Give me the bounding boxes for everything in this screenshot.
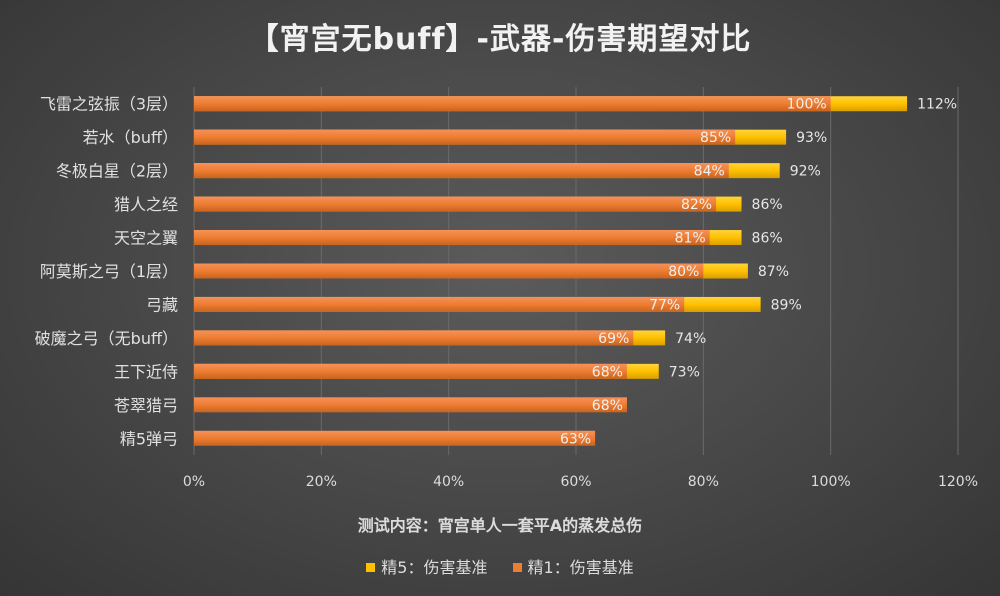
data-label-r1: 84% [694,164,725,180]
data-label-r1: 82% [681,197,712,213]
data-label-r5: 89% [771,297,802,313]
x-tick-label: 0% [183,474,205,490]
data-label-r5: 86% [752,197,783,213]
data-label-r5: 74% [675,331,706,347]
data-label-r1: 68% [592,364,623,380]
category-label: 破魔之弓（无buff） [35,329,178,348]
data-label-r1: 85% [700,130,731,146]
bar-r1 [194,430,596,446]
data-label-r5: 87% [758,264,789,280]
bar-r1 [194,296,685,312]
data-label-r5: 112% [917,97,957,113]
bar-chart: 0% 20% 40% 60% 80% 100% 120% 飞雷之弦振（3层） 100% 112% 若… [35,87,978,490]
data-label-r5: 73% [669,364,700,380]
data-label-r1: 68% [592,398,623,414]
x-tick-label: 80% [688,474,719,490]
category-label: 飞雷之弦振（3层） [40,95,178,114]
data-label-r1: 80% [668,264,699,280]
x-tick-label: 120% [938,474,978,490]
data-label-r5: 93% [796,130,827,146]
category-label: 精5弹弓 [120,429,178,448]
x-tick-label: 20% [306,474,337,490]
x-tick-label: 40% [433,474,464,490]
bar-r1 [194,96,831,112]
bar-r1 [194,363,627,379]
category-label: 冬极白星（2层） [56,162,178,181]
data-label-r5: 92% [790,164,821,180]
category-label: 若水（buff） [83,128,178,147]
data-label-r1: 81% [675,231,706,247]
legend-item-r5: 精5：伤害基准 [366,554,487,578]
legend-item-r1: 精1：伤害基准 [512,554,634,578]
category-label: 王下近侍 [114,362,178,381]
legend-label-r5: 精5：伤害基准 [381,558,488,577]
category-label: 弓藏 [146,295,178,314]
data-label-r1: 100% [787,97,827,113]
legend-swatch-r5 [366,563,376,572]
bar-r1 [194,230,710,246]
bar-r1 [194,196,717,212]
bar-r1 [194,163,729,179]
category-label: 阿莫斯之弓（1层） [40,262,178,281]
category-label: 苍翠猎弓 [114,396,178,415]
legend-swatch-r1 [512,563,522,572]
category-label: 天空之翼 [114,229,178,248]
legend: 精5：伤害基准 精1：伤害基准 [0,554,1000,578]
bar-r1 [194,330,634,346]
bar-r1 [194,129,736,145]
category-label: 猎人之经 [114,195,178,214]
data-label-r1: 69% [598,331,629,347]
x-tick-label: 100% [811,474,851,490]
chart-title: 【宵宫无buff】-武器-伤害期望对比 [248,22,752,57]
bar-r1 [194,263,704,279]
data-label-r5: 86% [752,231,783,247]
data-label-r1: 63% [560,431,591,447]
x-tick-label: 60% [560,474,591,490]
x-axis-label: 测试内容：宵宫单人一套平A的蒸发总伤 [357,516,643,535]
legend-label-r1: 精1：伤害基准 [527,558,634,577]
bar-r1 [194,397,627,413]
data-label-r1: 77% [649,297,680,313]
